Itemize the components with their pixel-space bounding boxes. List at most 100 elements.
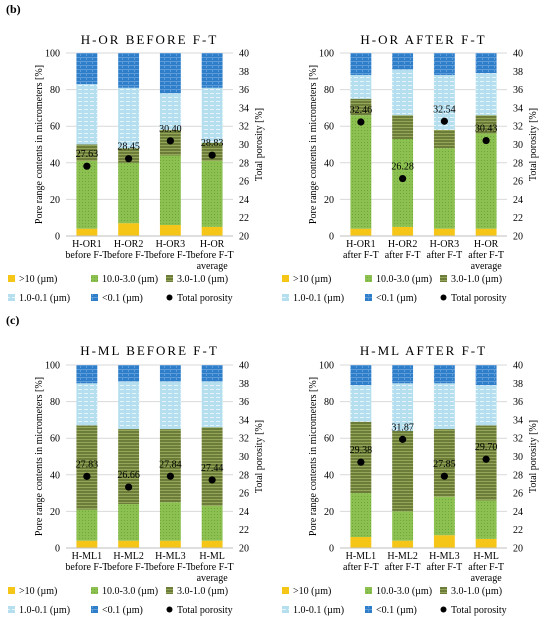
bar-segment-lt01	[76, 365, 98, 384]
x-tick-label: H-OR	[474, 239, 499, 250]
legend-label: 10.0-3.0 (µm)	[102, 274, 158, 285]
y-tick-label: 100	[45, 49, 60, 60]
y2-tick-label: 32	[513, 122, 523, 133]
y2-tick-label: 28	[513, 158, 523, 169]
y2-tick-label: 40	[239, 49, 249, 60]
x-tick-label: before F-T	[107, 562, 150, 573]
y2-tick-label: 32	[513, 434, 523, 445]
y2-tick-label: 38	[513, 379, 523, 390]
legend-swatch-c3_1	[166, 275, 173, 282]
legend-swatch-lt01	[91, 606, 98, 613]
x-tick-label: after F-T	[468, 562, 504, 573]
x-tick-label: H-ML2	[113, 551, 144, 562]
legend-label: 1.0-0.1 (µm)	[19, 293, 70, 304]
y2-tick-label: 30	[239, 140, 249, 151]
legend-swatch-gt10	[8, 275, 15, 282]
bar-segment-c3_1	[475, 115, 497, 134]
bar-segment-gt10	[350, 537, 372, 548]
y-tick-label: 100	[319, 49, 334, 60]
bar-segment-c10_3	[475, 133, 497, 229]
y-tick-label: 20	[50, 507, 60, 518]
legend-label: 1.0-0.1 (µm)	[19, 605, 70, 616]
bar-segment-c1_01	[159, 381, 181, 430]
legend-label: 3.0-1.0 (µm)	[177, 586, 228, 597]
x-tick-label: H-OR2	[388, 239, 417, 250]
porosity-data-label: 32.46	[350, 105, 373, 116]
y2-tick-label: 36	[513, 397, 523, 408]
x-tick-label: H-OR2	[114, 239, 143, 250]
bar-segment-c1_01	[392, 383, 414, 431]
bar-segment-c3_1	[118, 429, 140, 505]
bar-segment-c3_1	[392, 115, 414, 140]
x-tick-label: H-ML1	[346, 551, 377, 562]
bar-segment-lt01	[159, 365, 181, 382]
porosity-point	[83, 472, 91, 480]
porosity-data-label: 30.43	[475, 124, 498, 135]
bar-segment-lt01	[433, 53, 455, 75]
legend-swatch-c10_3	[365, 587, 372, 594]
bar-segment-c1_01	[475, 73, 497, 116]
y2-tick-label: 34	[513, 103, 523, 114]
legend-swatch-c1_01	[8, 294, 15, 301]
bar-segment-gt10	[433, 228, 455, 236]
y2-tick-label: 20	[513, 544, 523, 555]
legend-swatch-gt10	[8, 587, 15, 594]
y-tick-label: 40	[50, 158, 60, 169]
bar-segment-gt10	[76, 228, 98, 236]
x-tick-label: average	[197, 573, 229, 584]
chart-title: H-ML AFTER F-T	[360, 343, 487, 358]
legend-swatch-lt01	[365, 606, 372, 613]
y2-tick-label: 28	[239, 470, 249, 481]
bar-segment-c1_01	[118, 87, 140, 149]
x-tick-label: before F-T	[191, 250, 234, 261]
bar-segment-c3_1	[159, 429, 181, 503]
x-tick-label: after F-T	[343, 250, 379, 261]
bar-segment-gt10	[350, 228, 372, 236]
porosity-point	[440, 472, 448, 480]
y-tick-label: 100	[45, 361, 60, 372]
legend-label: >10 (µm)	[293, 274, 331, 285]
x-tick-label: H-ML3	[429, 551, 460, 562]
x-tick-label: H-ML	[199, 551, 225, 562]
legend-label: 3.0-1.0 (µm)	[451, 274, 502, 285]
y-tick-label: 60	[324, 122, 334, 133]
bar-segment-c3_1	[76, 144, 98, 161]
bar-segment-c1_01	[350, 385, 372, 422]
bar-segment-c3_1	[76, 425, 98, 510]
y2-tick-label: 20	[239, 544, 249, 555]
x-tick-label: before F-T	[149, 250, 192, 261]
bar-segment-c3_1	[392, 430, 414, 512]
bar-segment-lt01	[201, 53, 223, 88]
legend-label: <0.1 (µm)	[376, 605, 417, 616]
porosity-point	[399, 435, 407, 443]
y-tick-label: 80	[50, 397, 60, 408]
legend-label: 10.0-3.0 (µm)	[102, 586, 158, 597]
legend-marker-porosity	[440, 606, 447, 613]
y2-tick-label: 34	[239, 103, 249, 114]
bar-segment-gt10	[201, 540, 223, 548]
porosity-point	[125, 155, 133, 163]
bar-segment-lt01	[159, 53, 181, 94]
legend-swatch-c10_3	[91, 275, 98, 282]
y2-tick-label: 26	[513, 177, 523, 188]
x-tick-label: after F-T	[426, 250, 462, 261]
bar-segment-lt01	[118, 365, 140, 382]
y2-tick-label: 40	[513, 49, 523, 60]
bar-segment-c1_01	[475, 385, 497, 426]
y-axis-title: Pore range contents in micrometers [%]	[308, 65, 319, 224]
bar-segment-c1_01	[433, 74, 455, 130]
legend-label: >10 (µm)	[293, 586, 331, 597]
y2-tick-label: 24	[513, 507, 523, 518]
bar-segment-c10_3	[350, 115, 372, 229]
legend-marker-porosity	[166, 606, 173, 613]
y2-tick-label: 38	[513, 67, 523, 78]
y2-tick-label: 38	[239, 379, 249, 390]
y2-tick-label: 36	[239, 85, 249, 96]
legend-swatch-c1_01	[282, 606, 289, 613]
bar-segment-gt10	[475, 228, 497, 236]
y2-tick-label: 34	[239, 415, 249, 426]
legend-label: Total porosity	[177, 605, 233, 616]
y-tick-label: 0	[55, 544, 60, 555]
porosity-point	[399, 174, 407, 183]
